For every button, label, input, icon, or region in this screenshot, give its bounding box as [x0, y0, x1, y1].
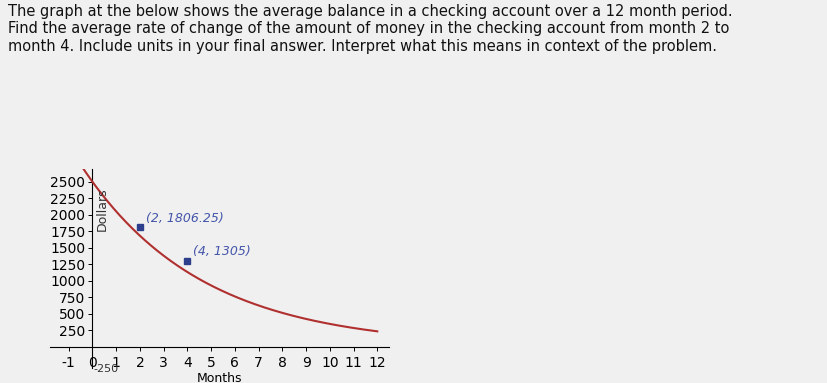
- Text: Dollars: Dollars: [96, 187, 109, 231]
- Text: -250: -250: [93, 364, 118, 375]
- Text: (2, 1806.25): (2, 1806.25): [146, 212, 223, 225]
- Text: The graph at the below shows the average balance in a checking account over a 12: The graph at the below shows the average…: [8, 4, 732, 54]
- X-axis label: Months: Months: [197, 372, 241, 383]
- Text: (4, 1305): (4, 1305): [193, 245, 251, 258]
